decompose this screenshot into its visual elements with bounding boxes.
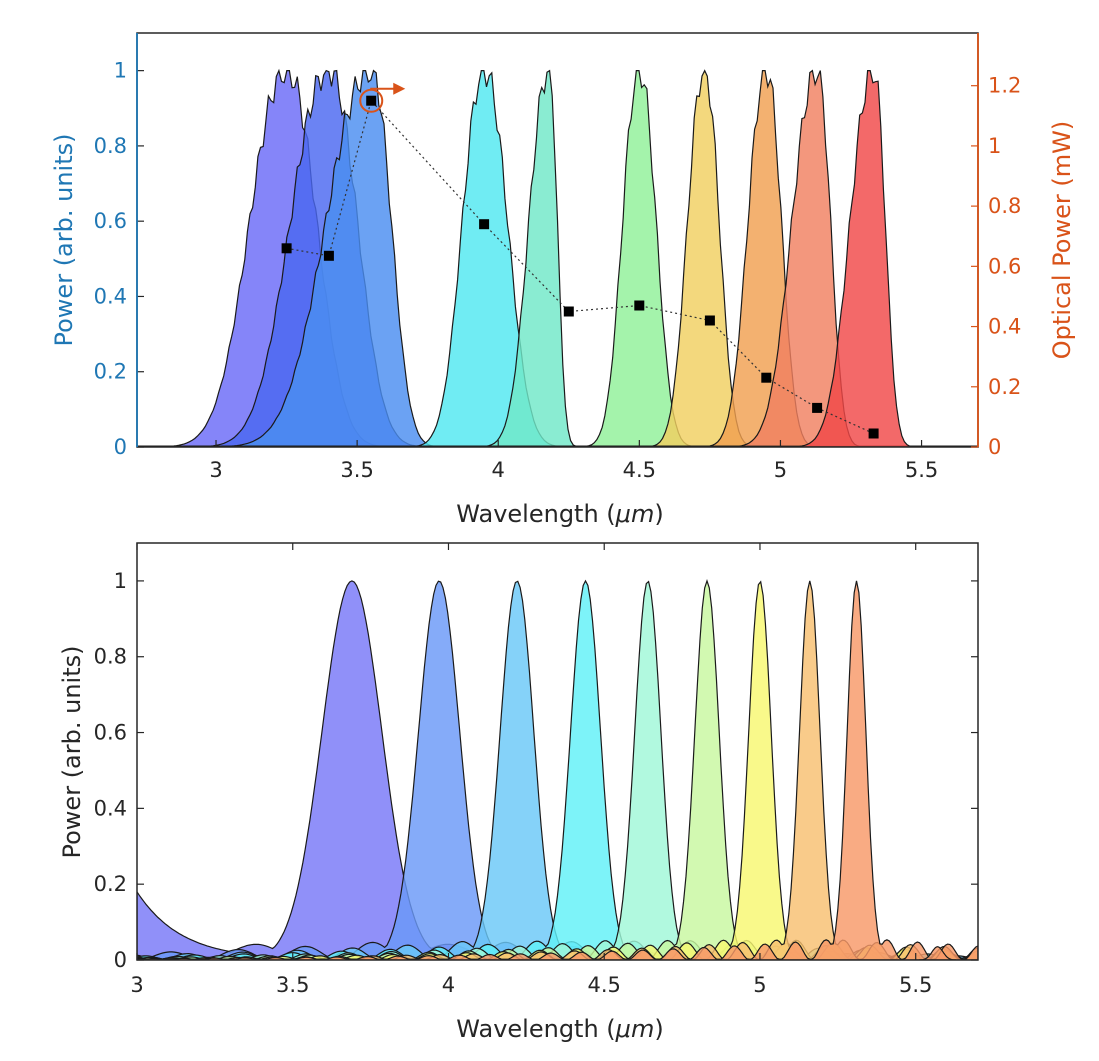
bottom-left-tick-label: 0.8: [94, 645, 127, 669]
bottom-x-tick-label: 3: [130, 973, 143, 997]
optical-power-point-0: [281, 243, 292, 254]
top-left-tick-label: 0.4: [94, 284, 127, 308]
top-left-tick-label: 0.8: [94, 134, 127, 158]
top-right-tick-label: 0.4: [988, 315, 1021, 339]
bottom-y-axis-title: Power (arb. units): [58, 646, 86, 859]
optical-power-series: [281, 82, 879, 439]
optical-power-point-5: [634, 300, 645, 311]
top-right-tick-label: 1.2: [988, 74, 1021, 98]
bottom-plot-frame: [136, 542, 979, 961]
bottom-left-y-ticks: 0 0.2 0.4 0.6 0.8 1: [94, 569, 978, 972]
bottom-x-tick-label: 5.5: [899, 973, 932, 997]
top-x-tick-label: 3.5: [340, 458, 373, 482]
bottom-spectrum-5-31-m: [137, 580, 978, 960]
optical-power-point-2: [366, 95, 377, 106]
top-left-y-ticks: 0 0.2 0.4 0.6 0.8 1: [94, 33, 144, 459]
bottom-side-peak: [918, 946, 957, 960]
bottom-left-tick-label: 0: [114, 948, 127, 972]
top-right-tick-label: 0.8: [988, 194, 1021, 218]
bottom-left-tick-label: 0.4: [94, 796, 127, 820]
top-right-y-axis-title: Optical Power (mW): [1048, 121, 1076, 359]
axis-indicator-arrow-head: [393, 82, 406, 95]
bottom-left-tick-label: 0.2: [94, 872, 127, 896]
top-x-tick-label: 5: [774, 458, 787, 482]
bottom-left-tick-label: 1: [114, 569, 127, 593]
optical-power-point-7: [761, 372, 772, 383]
top-x-ticks: 3 3.5 4 4.5 5 5.5: [209, 440, 938, 482]
top-chart-measured-spectra: 0 0.2 0.4 0.6 0.8 1 0 0.2 0.4 0.6 0.8 1 1.2 3 3.5 4 4.…: [50, 32, 1076, 528]
bottom-x-tick-label: 4.5: [588, 973, 621, 997]
top-left-tick-label: 0.6: [94, 209, 127, 233]
bottom-spectra-areas: [137, 578, 978, 960]
optical-power-point-8: [812, 402, 823, 413]
bottom-left-tick-label: 0.6: [94, 721, 127, 745]
optical-power-point-6: [704, 315, 715, 326]
top-spectrum-5-33-m: [137, 70, 978, 447]
top-left-tick-label: 0: [114, 435, 127, 459]
optical-power-point-1: [323, 250, 334, 261]
top-x-tick-label: 4.5: [623, 458, 656, 482]
bottom-x-tick-label: 3.5: [276, 973, 309, 997]
bottom-x-ticks: 3 3.5 4 4.5 5 5.5: [130, 543, 932, 997]
top-spectra-areas: [137, 68, 978, 447]
top-left-tick-label: 0.2: [94, 360, 127, 384]
top-right-tick-label: 0.6: [988, 254, 1021, 278]
optical-power-point-4: [563, 306, 574, 317]
top-x-tick-label: 4: [492, 458, 505, 482]
top-right-tick-label: 0.2: [988, 375, 1021, 399]
top-right-tick-label: 1: [988, 134, 1001, 158]
bottom-x-tick-label: 5: [753, 973, 766, 997]
top-x-tick-label: 5.5: [905, 458, 938, 482]
bottom-chart-simulated-spectra: 0 0.2 0.4 0.6 0.8 1 3 3.5 4 4.5 5 5.5 Wavelength (…: [58, 542, 979, 1043]
bottom-x-axis-title: Wavelength (μm): [456, 1015, 663, 1043]
axis-indicator-arrow-line: [370, 87, 396, 90]
top-left-y-axis-title: Power (arb. units): [50, 134, 78, 347]
top-right-tick-label: 0: [988, 435, 1001, 459]
optical-power-point-9: [868, 428, 879, 439]
optical-power-point-3: [479, 219, 490, 230]
top-x-axis-title: Wavelength (μm): [456, 500, 663, 528]
top-left-tick-label: 1: [114, 59, 127, 83]
top-x-tick-label: 3: [209, 458, 222, 482]
optical-power-line: [286, 99, 874, 435]
bottom-x-tick-label: 4: [442, 973, 455, 997]
top-right-y-ticks: 0 0.2 0.4 0.6 0.8 1 1.2: [971, 33, 1021, 459]
